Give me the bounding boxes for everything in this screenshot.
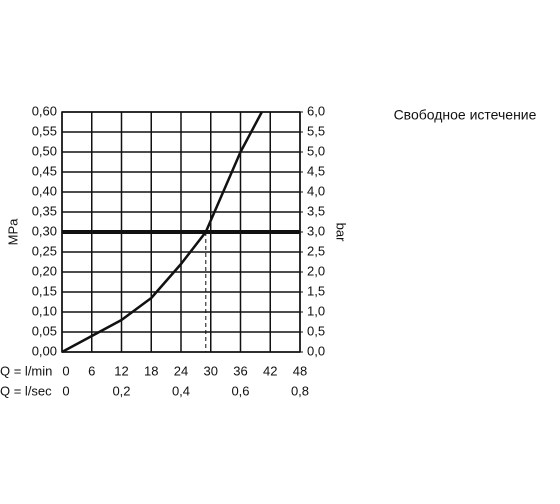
y-tick-label: 0,45: [32, 163, 57, 178]
y2-tick-label: 2,5: [307, 243, 325, 258]
chart-title: Свободное истечение: [394, 107, 537, 123]
x-tick-label: 12: [114, 363, 128, 378]
x2-tick-label: 0: [62, 383, 69, 398]
x2-tick-label: 0,6: [231, 383, 249, 398]
y-tick-label: 0,60: [32, 103, 57, 118]
y-tick-label: 0,35: [32, 203, 57, 218]
x2-axis-label: Q = l/sec: [0, 383, 52, 398]
x-tick-label: 42: [263, 363, 277, 378]
y2-tick-label: 4,5: [307, 163, 325, 178]
y-tick-label: 0,30: [32, 223, 57, 238]
y2-tick-label: 0,0: [307, 343, 325, 358]
x2-tick-label: 0,8: [291, 383, 309, 398]
x-tick-label: 0: [62, 363, 69, 378]
x-tick-label: 24: [174, 363, 188, 378]
x-tick-label: 18: [144, 363, 158, 378]
y2-tick-label: 5,5: [307, 123, 325, 138]
y2-axis-label: bar: [334, 223, 349, 242]
y-tick-label: 0,55: [32, 123, 57, 138]
y2-tick-label: 3,5: [307, 203, 325, 218]
y-tick-label: 0,20: [32, 263, 57, 278]
y2-tick-label: 1,0: [307, 303, 325, 318]
y-tick-label: 0,40: [32, 183, 57, 198]
y-tick-label: 0,00: [32, 343, 57, 358]
y-tick-label: 0,05: [32, 323, 57, 338]
x2-tick-label: 0,2: [112, 383, 130, 398]
y-tick-label: 0,50: [32, 143, 57, 158]
y2-tick-label: 6,0: [307, 103, 325, 118]
y-tick-label: 0,25: [32, 243, 57, 258]
x-tick-label: 6: [88, 363, 95, 378]
x-tick-label: 36: [233, 363, 247, 378]
x2-tick-label: 0,4: [172, 383, 190, 398]
y2-tick-label: 2,0: [307, 263, 325, 278]
y2-tick-label: 4,0: [307, 183, 325, 198]
y-tick-label: 0,15: [32, 283, 57, 298]
y-tick-label: 0,10: [32, 303, 57, 318]
x-axis-label: Q = l/min: [0, 363, 52, 378]
curve: [61, 111, 263, 354]
y2-tick-label: 3,0: [307, 223, 325, 238]
y2-tick-label: 5,0: [307, 143, 325, 158]
x-tick-label: 48: [293, 363, 307, 378]
x-tick-label: 30: [204, 363, 218, 378]
y2-tick-label: 1,5: [307, 283, 325, 298]
y-axis-label: MPa: [5, 218, 20, 246]
y2-tick-label: 0,5: [307, 323, 325, 338]
